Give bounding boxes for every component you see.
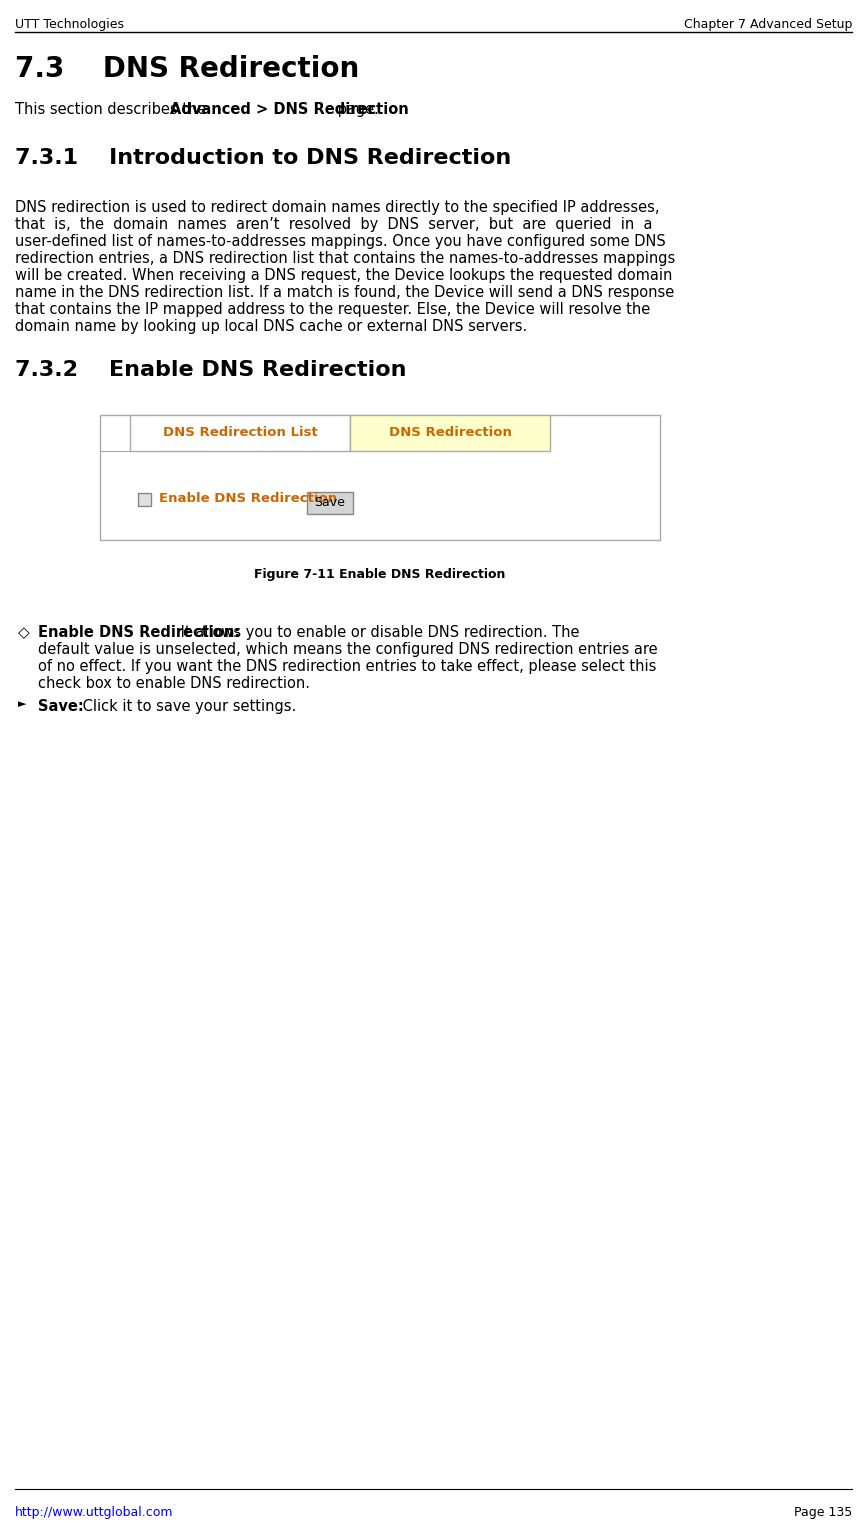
Text: Save:: Save: [38,699,84,714]
Text: domain name by looking up local DNS cache or external DNS servers.: domain name by looking up local DNS cach… [15,318,527,334]
Text: name in the DNS redirection list. If a match is found, the Device will send a DN: name in the DNS redirection list. If a m… [15,285,675,300]
Text: Click it to save your settings.: Click it to save your settings. [78,699,297,714]
FancyBboxPatch shape [130,414,350,451]
Text: http://www.uttglobal.com: http://www.uttglobal.com [15,1506,173,1520]
Text: ◇: ◇ [18,624,29,640]
FancyBboxPatch shape [100,414,660,539]
Text: Figure 7-11 Enable DNS Redirection: Figure 7-11 Enable DNS Redirection [254,568,505,580]
Text: check box to enable DNS redirection.: check box to enable DNS redirection. [38,676,310,691]
Text: 7.3.1    Introduction to DNS Redirection: 7.3.1 Introduction to DNS Redirection [15,148,512,168]
Text: It allows you to enable or disable DNS redirection. The: It allows you to enable or disable DNS r… [176,624,579,640]
Text: of no effect. If you want the DNS redirection entries to take effect, please sel: of no effect. If you want the DNS redire… [38,659,656,673]
Text: DNS redirection is used to redirect domain names directly to the specified IP ad: DNS redirection is used to redirect doma… [15,200,660,215]
Text: This section describes the: This section describes the [15,102,211,117]
Text: DNS Redirection List: DNS Redirection List [163,426,317,439]
Text: Save: Save [315,496,345,509]
Text: ►: ► [18,699,27,708]
Text: redirection entries, a DNS redirection list that contains the names-to-addresses: redirection entries, a DNS redirection l… [15,251,675,267]
Text: Enable DNS Redirection:: Enable DNS Redirection: [38,624,240,640]
Text: DNS Redirection: DNS Redirection [388,426,512,439]
FancyBboxPatch shape [138,493,151,506]
Text: 7.3.2    Enable DNS Redirection: 7.3.2 Enable DNS Redirection [15,359,407,379]
Text: that  is,  the  domain  names  aren’t  resolved  by  DNS  server,  but  are  que: that is, the domain names aren’t resolve… [15,216,653,231]
Text: page.: page. [333,102,379,117]
Text: UTT Technologies: UTT Technologies [15,18,124,30]
Text: Page 135: Page 135 [794,1506,852,1520]
FancyBboxPatch shape [307,492,353,513]
FancyBboxPatch shape [350,414,550,451]
Text: Chapter 7 Advanced Setup: Chapter 7 Advanced Setup [683,18,852,30]
Text: user-defined list of names-to-addresses mappings. Once you have configured some : user-defined list of names-to-addresses … [15,235,666,248]
Text: Advanced > DNS Redirection: Advanced > DNS Redirection [170,102,408,117]
Text: Enable DNS Redirection: Enable DNS Redirection [159,492,337,504]
Text: will be created. When receiving a DNS request, the Device lookups the requested : will be created. When receiving a DNS re… [15,268,673,283]
Text: 7.3    DNS Redirection: 7.3 DNS Redirection [15,55,359,82]
Text: default value is unselected, which means the configured DNS redirection entries : default value is unselected, which means… [38,641,658,656]
Text: that contains the IP mapped address to the requester. Else, the Device will reso: that contains the IP mapped address to t… [15,302,650,317]
